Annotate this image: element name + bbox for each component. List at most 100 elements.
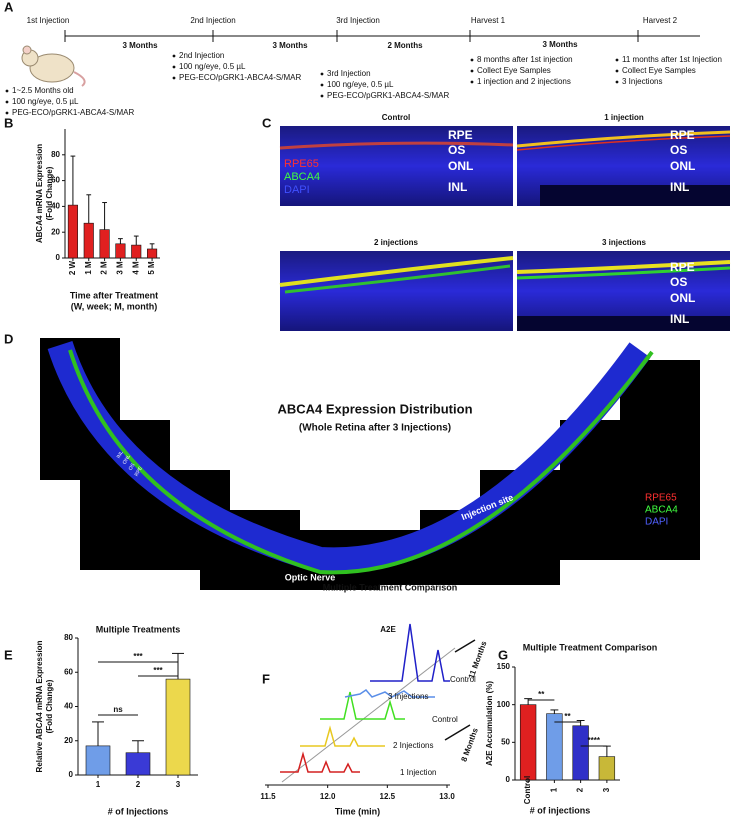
image-title: Control: [382, 113, 410, 122]
note: Collect Eye Samples: [477, 66, 551, 75]
layer-label: OS: [448, 143, 465, 157]
chart-title: Multiple Treatment Comparison: [523, 642, 658, 652]
note: PEG-ECO/pGRK1-ABCA4-S/MAR: [327, 91, 449, 100]
note: PEG-ECO/pGRK1-ABCA4-S/MAR: [179, 73, 301, 82]
bullet: [172, 76, 176, 80]
layer-label: INL: [670, 180, 689, 194]
bar: [572, 725, 589, 781]
x-tick-label: 3 M: [116, 261, 125, 275]
interval-label: 3 Months: [542, 40, 578, 49]
note: 1~2.5 Months old: [12, 86, 74, 95]
note: 1 injection and 2 injections: [477, 77, 571, 86]
layer-label: OS: [670, 143, 687, 157]
micrographs: [279, 126, 731, 331]
chromatograms: [280, 623, 476, 783]
y-tick-label: 20: [64, 736, 73, 745]
note: PEG-ECO/pGRK1-ABCA4-S/MAR: [12, 108, 134, 117]
x-tick-label: 3: [176, 780, 181, 789]
bar: [67, 204, 78, 259]
note: 3rd Injection: [327, 69, 371, 78]
bullet: [5, 100, 9, 104]
panorama-layer: RPE: [134, 465, 145, 477]
bar: [519, 704, 537, 781]
y-axis-label: Relative ABCA4 mRNA Expression: [35, 640, 44, 772]
sig-label: ****: [588, 736, 601, 745]
x-tick-label: 3: [602, 787, 611, 792]
stain-label: DAPI: [645, 517, 668, 528]
bullet: [615, 58, 619, 62]
chart-title: Multiple Treatments: [96, 624, 181, 634]
event-label: 2nd Injection: [190, 16, 235, 25]
y-axis-label: A2E Accumulation (%): [485, 681, 494, 766]
sig-label: **: [564, 712, 571, 721]
image-title: 3 injections: [602, 238, 647, 247]
layer-label: INL: [670, 312, 689, 326]
sig-label: ***: [133, 652, 143, 661]
layer-label: RPE: [670, 128, 695, 142]
bullet: [5, 111, 9, 115]
event-label: 1st Injection: [27, 16, 70, 25]
sig-label: **: [538, 690, 545, 699]
y-tick-label: 50: [501, 737, 510, 746]
image-title: 2 injections: [374, 238, 419, 247]
y-tick-label: 40: [51, 202, 60, 211]
site-label: Optic Nerve: [285, 572, 336, 582]
x-tick-label: 13.0: [439, 792, 455, 801]
bullet: [615, 80, 619, 84]
event-label: Harvest 1: [471, 16, 506, 25]
bar: [83, 222, 94, 259]
y-tick-label: 0: [69, 770, 74, 779]
stain-label: ABCA4: [645, 505, 678, 516]
y-tick-label: 20: [51, 227, 60, 236]
bullet: [172, 54, 176, 58]
y-axis-label: (Fold Change): [45, 166, 54, 220]
bar: [125, 752, 151, 776]
bar: [546, 713, 563, 781]
bullet: [320, 72, 324, 76]
layer-label: INL: [448, 180, 467, 194]
panel-label: B: [4, 115, 13, 130]
bullet: [5, 89, 9, 93]
x-tick-label: 2: [576, 787, 585, 792]
y-tick-label: 60: [64, 667, 73, 676]
x-axis-label: Time (min): [335, 806, 380, 816]
bar: [131, 244, 142, 259]
bar: [115, 243, 126, 259]
trace-label: 3 Injections: [388, 692, 428, 701]
panorama-title: ABCA4 Expression Distribution: [277, 401, 472, 416]
interval-label: 2 Months: [387, 41, 423, 50]
note: 8 months after 1st injection: [477, 55, 573, 64]
x-axis-label: # of Injections: [108, 806, 169, 816]
x-tick-label: 2: [136, 780, 141, 789]
trace-label: Control: [432, 715, 458, 724]
y-tick-label: 100: [497, 700, 511, 709]
bullet: [470, 58, 474, 62]
panorama-layer: ONL: [122, 454, 132, 466]
event-label: 3rd Injection: [336, 16, 380, 25]
panel-label: E: [4, 647, 13, 662]
x-tick-label: 4 M: [131, 261, 140, 275]
panel-label: C: [262, 115, 272, 130]
bullet: [320, 83, 324, 87]
y-axis-label: (Fold Change): [45, 679, 54, 733]
note: Collect Eye Samples: [622, 66, 696, 75]
layer-label: RPE: [448, 128, 473, 142]
panorama-layer: INL: [116, 450, 125, 460]
bar: [598, 756, 616, 781]
bullet: [470, 80, 474, 84]
layer-label: ONL: [448, 159, 473, 173]
bullet: [320, 94, 324, 98]
bullet: [615, 69, 619, 73]
x-tick-label: Control: [523, 776, 532, 804]
x-tick-label: 5 M: [147, 261, 156, 275]
image-title: 1 injection: [604, 113, 644, 122]
note: 11 months after 1st Injection: [622, 55, 722, 64]
y-tick-label: 150: [497, 662, 511, 671]
stain-label: RPE65: [284, 158, 319, 170]
x-tick-label: 2 W: [68, 260, 77, 275]
mouse-icon: [21, 45, 86, 87]
bar: [147, 248, 158, 259]
trace-label: 2 Injections: [393, 741, 433, 750]
layer-label: OS: [670, 275, 687, 289]
event-label: Harvest 2: [643, 16, 678, 25]
